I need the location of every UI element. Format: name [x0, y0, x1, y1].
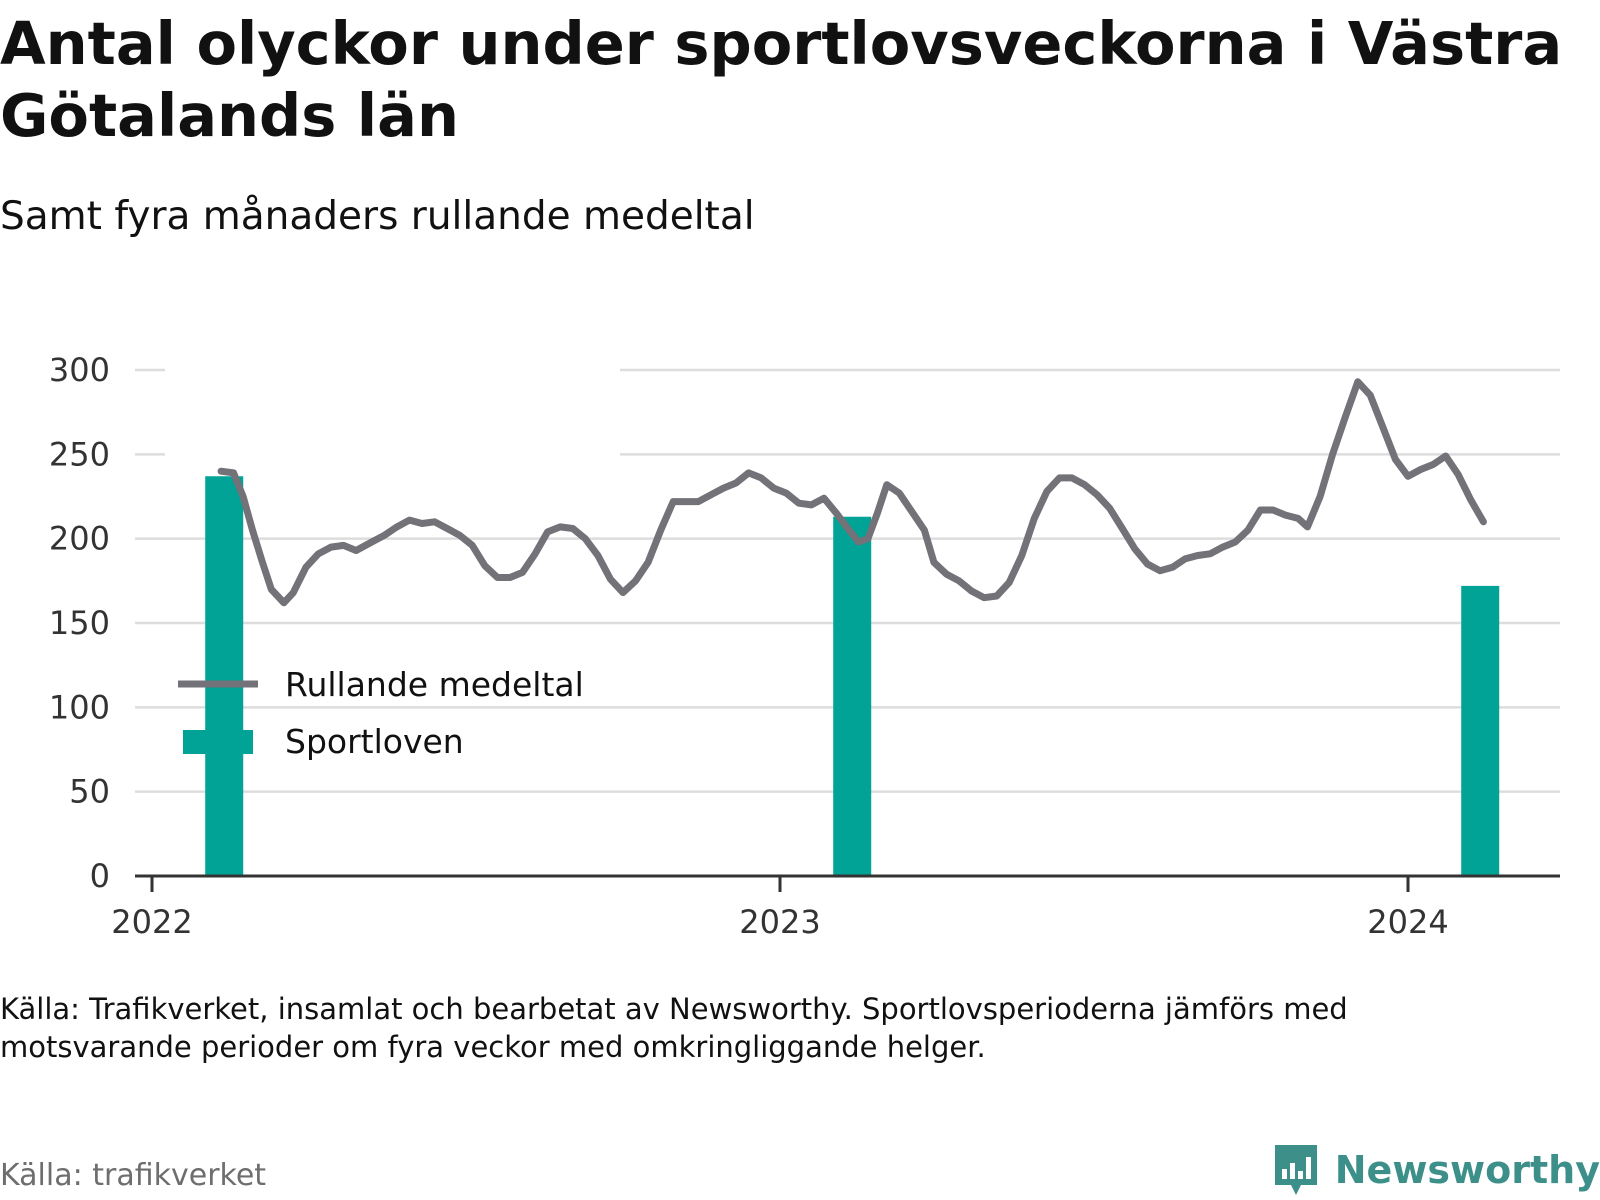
bar-sportloven — [833, 516, 872, 876]
y-tick-label: 150 — [49, 604, 110, 642]
y-tick-label: 250 — [49, 435, 110, 473]
axes — [135, 874, 1560, 892]
x-tick-label: 2023 — [739, 903, 820, 940]
brand-name: Newsworthy — [1334, 1148, 1600, 1192]
legend-background — [165, 345, 620, 475]
brand-logo: Newsworthy — [1271, 1140, 1600, 1200]
newsworthy-logo-icon — [1274, 1145, 1317, 1195]
chart: 0 50 100 150 200 250 300 2022 2023 2024 Rullande… — [49, 345, 1560, 940]
y-tick-label: 200 — [49, 520, 110, 558]
x-axis-tick-labels: 2022 2023 2024 — [111, 903, 1448, 940]
y-tick-label: 300 — [49, 351, 110, 389]
chart-title: Antal olyckor under sportlovsveckorna i … — [0, 9, 1563, 150]
footnote: Källa: Trafikverket, insamlat och bearbe… — [0, 992, 1348, 1064]
legend-label-bar: Sportloven — [285, 722, 464, 761]
line-series-rullande-medeltal — [217, 378, 1487, 607]
chart-subtitle: Samt fyra månaders rullande medeltal — [0, 194, 755, 239]
bar-sportloven — [1461, 585, 1500, 876]
legend-box — [165, 345, 620, 475]
y-tick-label: 50 — [69, 773, 110, 811]
line-rullande-medeltal — [217, 378, 1487, 607]
y-tick-label: 100 — [49, 688, 110, 726]
bar-sportloven — [205, 476, 244, 876]
y-tick-label: 0 — [90, 857, 110, 895]
legend-label-line: Rullande medeltal — [285, 665, 584, 704]
x-tick-label: 2022 — [111, 903, 192, 940]
legend: Rullande medeltal Sportloven — [178, 665, 584, 761]
bar-series-sportloven — [205, 476, 1500, 876]
source-text: Källa: trafikverket — [0, 1158, 267, 1193]
legend-bar-swatch — [183, 730, 253, 754]
y-axis-tick-labels: 0 50 100 150 200 250 300 — [49, 351, 110, 895]
x-tick-label: 2024 — [1367, 903, 1448, 940]
